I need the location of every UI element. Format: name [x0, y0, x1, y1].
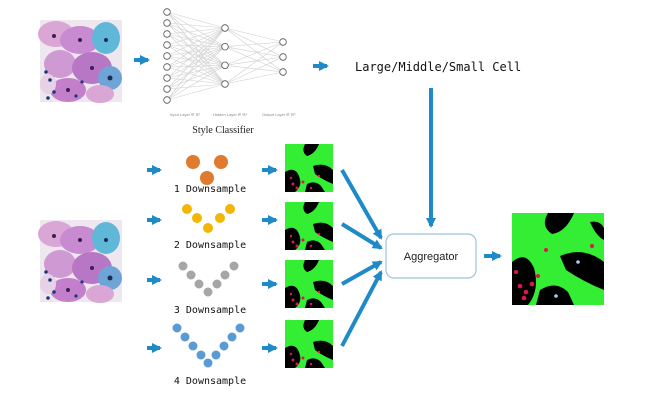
downsample-3-label: 3 Downsample — [174, 305, 246, 316]
nn-edge — [224, 56, 284, 85]
nn-edge — [166, 46, 226, 68]
final-segmentation-output — [512, 213, 604, 305]
nn-edge — [166, 46, 226, 90]
nn-edge — [166, 65, 226, 90]
nn-edge — [166, 22, 226, 66]
aggregator-label: Aggregator — [404, 251, 459, 263]
segmentation-mask-2 — [285, 202, 333, 250]
nn-edge — [166, 11, 226, 47]
nn-node — [163, 41, 171, 49]
downsample-1-label: 1 Downsample — [174, 184, 246, 195]
top-cytology-image — [38, 20, 122, 103]
nn-edge — [166, 65, 226, 79]
nn-node — [163, 30, 171, 38]
nn-edge — [166, 27, 226, 101]
nn-node — [163, 52, 171, 60]
arrow-mask2-aggregator — [340, 222, 383, 250]
nn-node — [279, 38, 287, 46]
nn-edge — [166, 27, 226, 46]
nn-edge — [166, 27, 226, 35]
nn-edge — [224, 41, 284, 66]
neural-network-icon — [163, 8, 287, 104]
downsample-4-label: 4 Downsample — [174, 376, 246, 387]
nn-edge — [166, 46, 226, 79]
nn-edge — [224, 41, 284, 85]
nn-edge — [166, 27, 226, 79]
nn-edge — [166, 44, 226, 66]
nn-node — [221, 80, 229, 88]
nn-edge — [166, 65, 226, 101]
nn-edge — [166, 66, 226, 85]
nn-edge — [224, 27, 284, 58]
aggregator-box — [385, 233, 477, 279]
input-layer-label: Input Layer ∈ ℝ⁷ — [170, 112, 201, 117]
segmentation-mask-4 — [285, 320, 333, 368]
nn-node — [163, 74, 171, 82]
nn-edge — [224, 71, 284, 85]
nn-edge — [166, 22, 226, 29]
downsample-4-icon — [172, 323, 245, 368]
segmentation-mask-3 — [285, 260, 333, 308]
arrow-mask3-aggregator — [341, 260, 383, 286]
cell-size-label: Large/Middle/Small Cell — [355, 60, 521, 74]
hidden-layer-label: Hidden Layer ∈ ℝ⁴ — [213, 112, 248, 117]
nn-node — [163, 63, 171, 71]
nn-edge — [166, 27, 226, 57]
downsample-1-icon — [186, 155, 228, 185]
downsample-3-icon — [178, 261, 239, 297]
nn-node — [221, 24, 229, 32]
nn-edge — [166, 27, 226, 90]
nn-edge — [166, 55, 226, 66]
classifier-caption: Style Classifier — [192, 125, 254, 136]
nn-node — [163, 85, 171, 93]
arrow-mask4-aggregator — [340, 270, 383, 347]
nn-edge — [166, 44, 226, 47]
downsample-2-label: 2 Downsample — [174, 240, 246, 251]
nn-edge — [166, 65, 226, 68]
nn-node — [221, 42, 229, 51]
nn-edge — [166, 11, 226, 66]
nn-edge — [166, 33, 226, 66]
nn-edge — [224, 56, 284, 66]
nn-node — [279, 68, 287, 76]
bottom-cytology-image — [38, 220, 122, 303]
nn-edge — [224, 65, 284, 73]
nn-node — [163, 19, 171, 27]
nn-node — [221, 61, 229, 70]
nn-edge — [166, 46, 226, 57]
output-layer-label: Output Layer ∈ ℝ³ — [262, 112, 296, 117]
nn-node — [163, 8, 171, 16]
nn-edge — [224, 27, 284, 73]
nn-edge — [166, 46, 226, 101]
nn-edge — [166, 83, 226, 101]
nn-edge — [166, 33, 226, 47]
nn-edge — [166, 11, 226, 29]
nn-edge — [224, 27, 284, 43]
nn-edge — [224, 46, 284, 58]
segmentation-mask-1 — [285, 144, 333, 192]
arrow-mask1-aggregator — [340, 169, 383, 240]
nn-edge — [166, 44, 226, 85]
downsample-2-icon — [182, 204, 235, 233]
nn-node — [279, 53, 287, 61]
nn-edge — [166, 27, 226, 68]
nn-edge — [224, 46, 284, 73]
nn-edge — [166, 22, 226, 47]
nn-edge — [224, 41, 284, 47]
nn-node — [163, 96, 171, 104]
nn-edge — [166, 77, 226, 85]
